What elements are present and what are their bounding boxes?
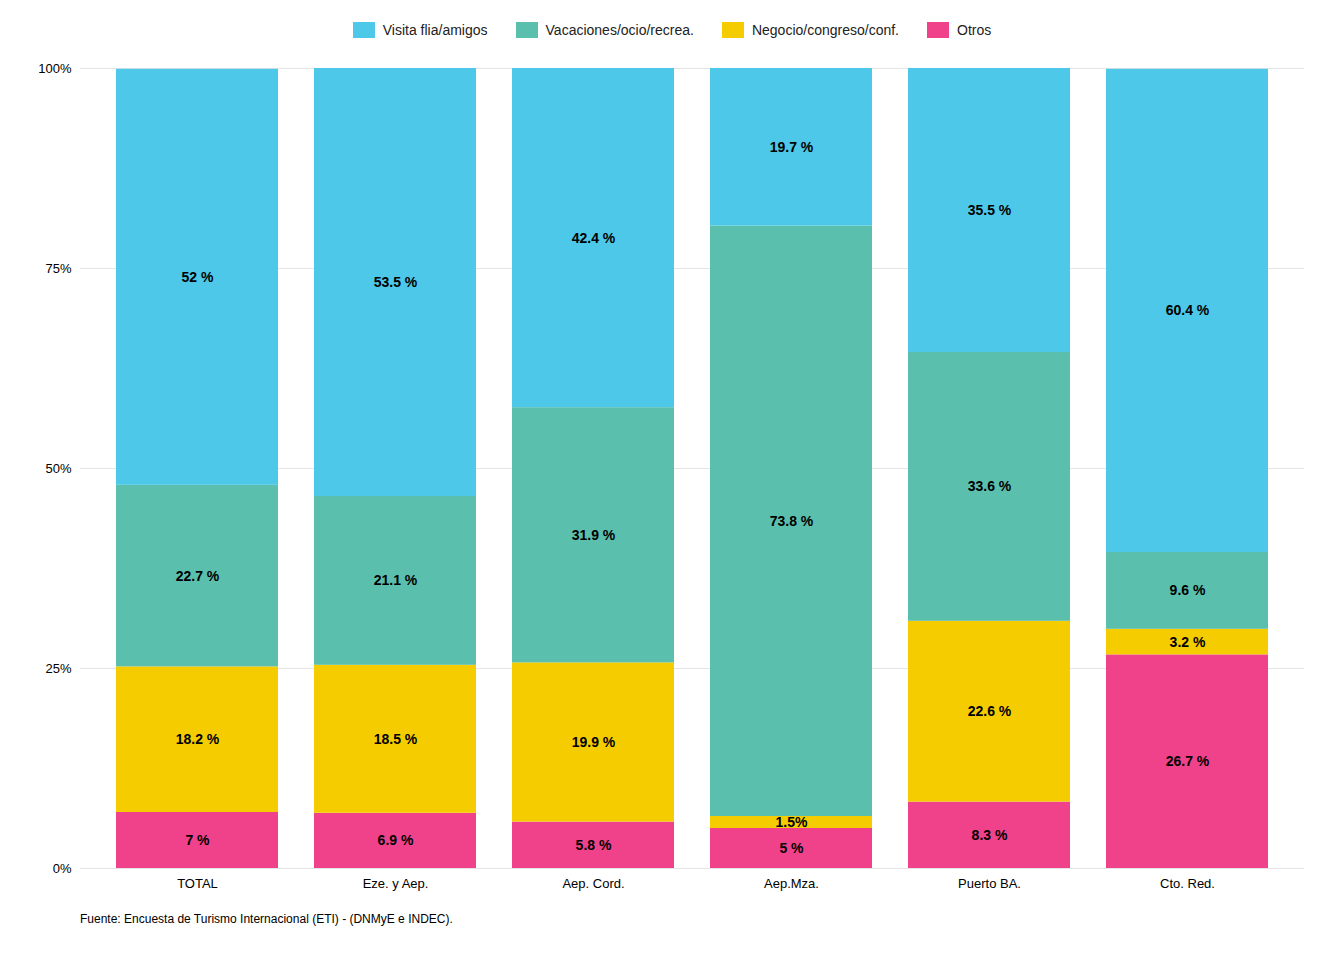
svg-text:8.3 %: 8.3 %	[972, 827, 1008, 843]
svg-text:53.5 %: 53.5 %	[374, 274, 418, 290]
svg-text:7 %: 7 %	[185, 832, 210, 848]
svg-text:18.2 %: 18.2 %	[176, 731, 220, 747]
svg-text:Puerto BA.: Puerto BA.	[958, 876, 1021, 891]
html-text:Negocio/congreso/conf.: Negocio/congreso/conf.	[751, 22, 899, 38]
svg-text:73.8 %: 73.8 %	[770, 513, 814, 529]
svg-text:6.9 %: 6.9 %	[378, 832, 414, 848]
svg-text:1.5%: 1.5%	[776, 814, 808, 830]
svg-text:Aep.Mza.: Aep.Mza.	[764, 876, 819, 891]
svg-text:18.5 %: 18.5 %	[374, 731, 418, 747]
svg-text:35.5 %: 35.5 %	[968, 202, 1012, 218]
html-text:Vacaciones/ocio/recrea.: Vacaciones/ocio/recrea.	[545, 22, 694, 38]
svg-text:22.7 %: 22.7 %	[176, 568, 220, 584]
svg-text:19.9 %: 19.9 %	[572, 734, 616, 750]
svg-text:3.2 %: 3.2 %	[1170, 634, 1206, 650]
svg-text:5.8 %: 5.8 %	[576, 837, 612, 853]
svg-text:26.7 %: 26.7 %	[1166, 753, 1210, 769]
svg-text:Aep. Cord.: Aep. Cord.	[562, 876, 624, 891]
html-text:Visita flia/amigos: Visita flia/amigos	[382, 22, 488, 38]
svg-text:Eze. y Aep.: Eze. y Aep.	[363, 876, 429, 891]
svg-text:52 %: 52 %	[182, 269, 214, 285]
svg-text:100%: 100%	[38, 61, 72, 76]
svg-text:22.6 %: 22.6 %	[968, 703, 1012, 719]
svg-text:75%: 75%	[45, 261, 71, 276]
svg-text:21.1 %: 21.1 %	[374, 572, 418, 588]
svg-text:50%: 50%	[45, 461, 71, 476]
svg-text:TOTAL: TOTAL	[177, 876, 218, 891]
svg-text:31.9 %: 31.9 %	[572, 527, 616, 543]
svg-text:5 %: 5 %	[779, 840, 804, 856]
svg-text:25%: 25%	[45, 661, 71, 676]
svg-text:33.6 %: 33.6 %	[968, 478, 1012, 494]
svg-text:42.4 %: 42.4 %	[572, 230, 616, 246]
html-text:Fuente: Encuesta de Turismo In: Fuente: Encuesta de Turismo Internaciona…	[80, 912, 453, 926]
svg-text:60.4 %: 60.4 %	[1166, 302, 1210, 318]
svg-text:19.7 %: 19.7 %	[770, 139, 814, 155]
svg-text:9.6 %: 9.6 %	[1170, 582, 1206, 598]
svg-text:0%: 0%	[53, 861, 72, 876]
svg-text:Cto. Red.: Cto. Red.	[1160, 876, 1215, 891]
html-text:Otros: Otros	[957, 22, 992, 38]
